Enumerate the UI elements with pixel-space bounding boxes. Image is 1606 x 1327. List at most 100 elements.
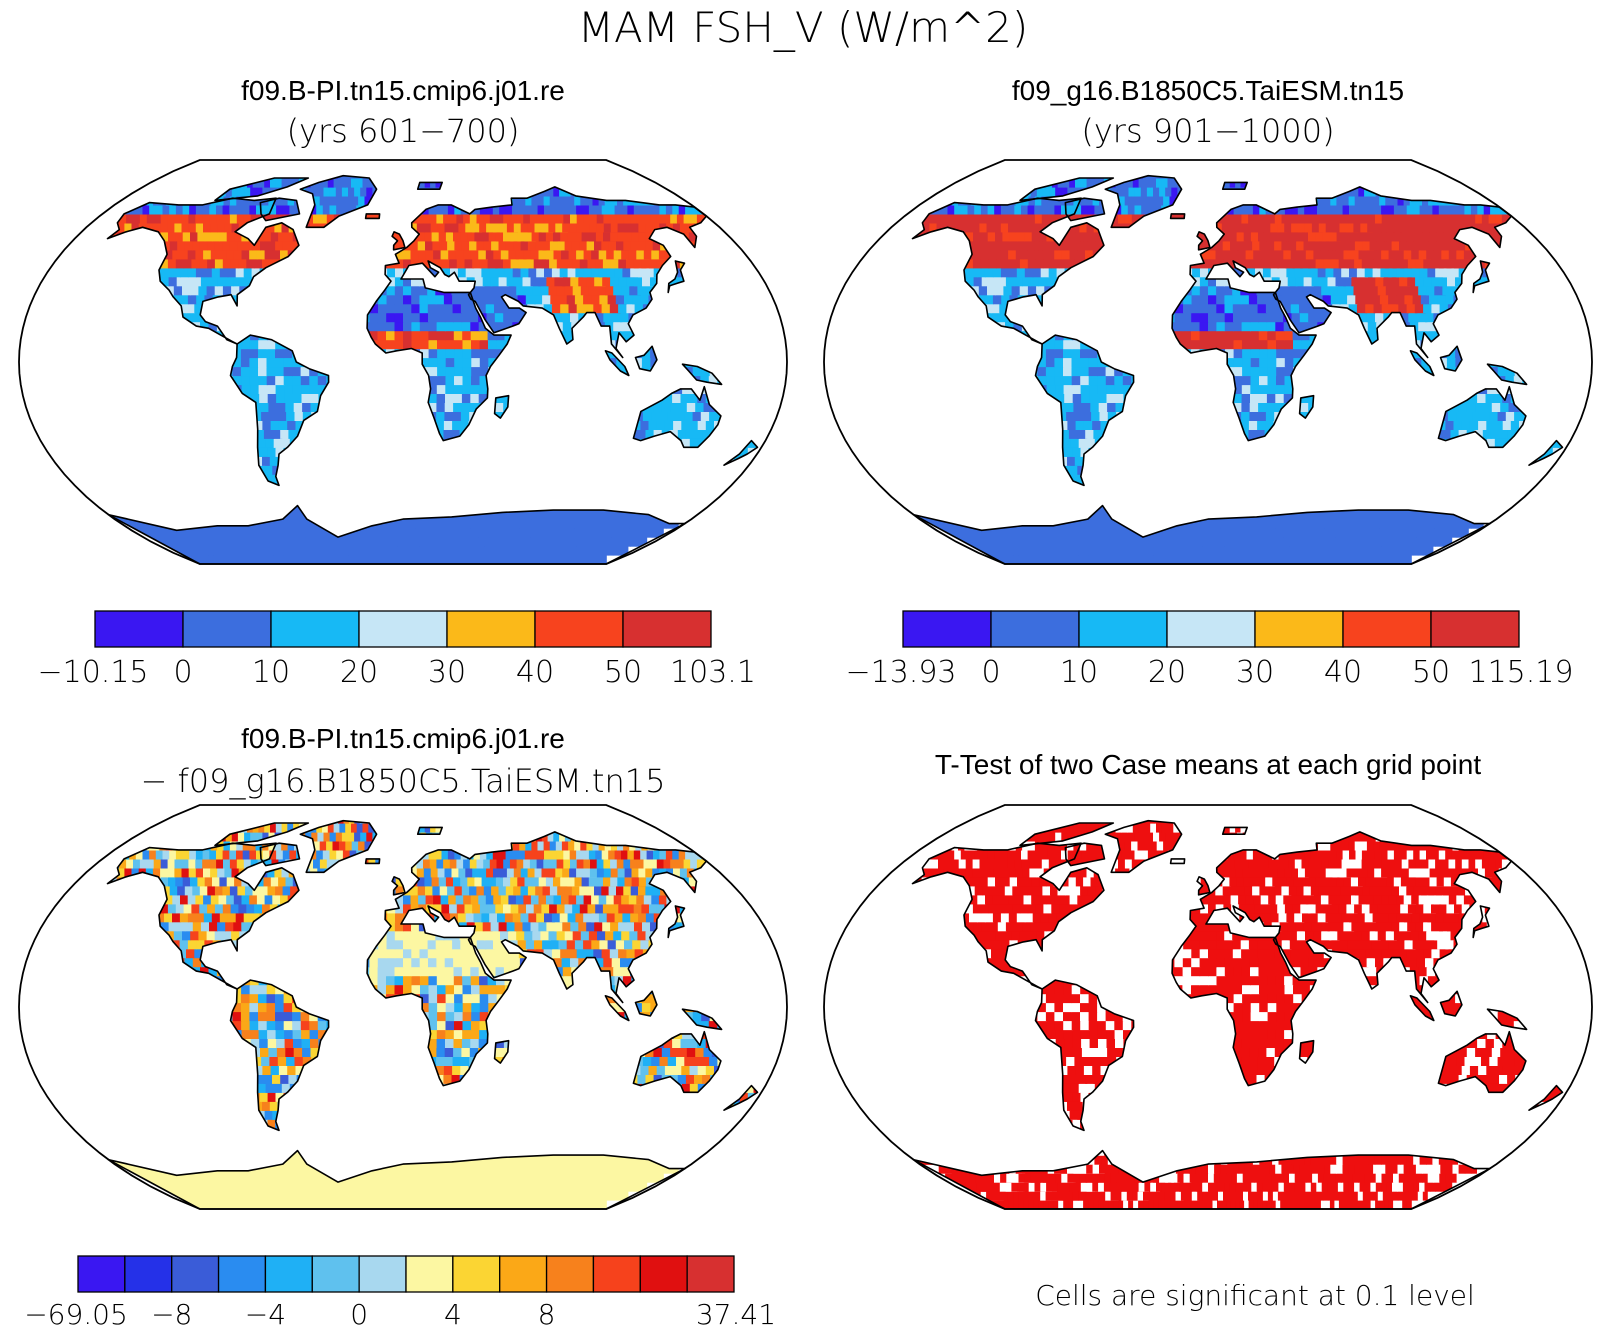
coastline-afroeurasia xyxy=(366,186,708,442)
coastline-iceland xyxy=(1169,213,1186,220)
coastline-madagascar xyxy=(1298,394,1315,419)
colorbar-label: 103.1 xyxy=(670,655,756,690)
colorbar-box xyxy=(545,1255,595,1293)
colorbar-label: 10 xyxy=(252,655,290,690)
coastline-greenland xyxy=(299,174,378,229)
coastline-iceland xyxy=(364,858,381,865)
coastline-southamerica xyxy=(1034,334,1135,487)
colorbar-label: 50 xyxy=(1412,655,1450,690)
coastline-newguinea xyxy=(681,363,723,386)
coastline-arcticislands xyxy=(1019,822,1115,847)
colorbar-label: 0 xyxy=(981,655,1000,690)
panel-case1-title: f09.B-PI.tn15.cmip6.j01.re xyxy=(241,75,565,106)
map-ttest xyxy=(823,804,1593,1210)
coastline-borneo xyxy=(1439,345,1463,372)
coastline-newguinea xyxy=(1486,363,1528,386)
colorbar-box xyxy=(217,1255,267,1293)
colorbar-box xyxy=(171,1255,220,1293)
coastline-northamerica xyxy=(911,197,1105,345)
colorbar-box xyxy=(1166,610,1256,648)
coastline-iceland xyxy=(1169,858,1186,865)
coastline-newzealand xyxy=(723,439,759,466)
coastline-australia xyxy=(1437,385,1527,449)
colorbar-label: 20 xyxy=(340,655,378,690)
colorbar-label: 40 xyxy=(1324,655,1362,690)
panel-difference: f09.B-PI.tn15.cmip6.j01.re − f09_g16.B18… xyxy=(18,723,788,1327)
colorbar-box xyxy=(686,1255,735,1293)
colorbar-label: 0 xyxy=(350,1298,368,1327)
coastline-greenland xyxy=(299,819,378,874)
coastline-svalbard xyxy=(416,826,443,835)
colorbar-box xyxy=(622,610,712,648)
coastline-australia xyxy=(632,385,722,449)
colorbar-case2: −13.93 0 10 20 30 40 50 115.19 xyxy=(845,610,1574,690)
coastline-newzealand xyxy=(1528,439,1564,466)
colorbar-box xyxy=(592,1255,641,1293)
panel-ttest-title: T-Test of two Case means at each grid po… xyxy=(935,749,1481,780)
colorbar-label: 4 xyxy=(444,1298,462,1327)
map-frame xyxy=(18,804,788,1210)
panel-ttest: T-Test of two Case means at each grid po… xyxy=(823,749,1593,1312)
coastline-japan xyxy=(1472,260,1491,294)
coastline-sumatra xyxy=(604,350,630,377)
colorbar-label: −13.93 xyxy=(845,655,956,690)
colorbar-label: 30 xyxy=(1236,655,1274,690)
colorbar-box xyxy=(358,610,448,648)
coastline-britain xyxy=(1196,231,1211,251)
colorbar-label: 20 xyxy=(1148,655,1186,690)
colorbar-label: 0 xyxy=(173,655,192,690)
coastline-britain xyxy=(391,876,406,896)
colorbar-box xyxy=(990,610,1080,648)
coastline-svalbard xyxy=(1221,181,1248,190)
colorbar-box xyxy=(94,610,184,648)
colorbar-label: 37.41 xyxy=(696,1298,776,1327)
map-frame xyxy=(823,804,1593,1210)
colorbar-box xyxy=(77,1255,126,1293)
figure-title: MAM FSH_V (W/m^2) xyxy=(578,3,1029,52)
map-case2 xyxy=(823,159,1593,565)
colorbar-box xyxy=(270,610,360,648)
coastline-madagascar xyxy=(493,394,510,419)
map-difference xyxy=(18,804,788,1210)
colorbar-box xyxy=(182,610,272,648)
colorbar-box xyxy=(124,1255,173,1293)
coastline-baffin xyxy=(259,197,301,222)
colorbar-box xyxy=(452,1255,501,1293)
colorbar-box xyxy=(1342,610,1432,648)
coastline-australia xyxy=(1437,1030,1527,1094)
coastline-afroeurasia xyxy=(1171,831,1513,1087)
coastline-baffin xyxy=(1064,842,1106,867)
coastline-svalbard xyxy=(416,181,443,190)
colorbar-box xyxy=(264,1255,313,1293)
colorbar-case1: −10.15 0 10 20 30 40 50 103.1 xyxy=(37,610,756,690)
coastline-newzealand xyxy=(1528,1084,1564,1111)
coastline-southamerica xyxy=(229,334,330,487)
coastline-svalbard xyxy=(1221,826,1248,835)
coastline-antarctica xyxy=(912,1149,1491,1210)
coastline-australia xyxy=(632,1030,722,1094)
coastline-arcticislands xyxy=(214,822,310,847)
colorbar-label: −10.15 xyxy=(37,655,148,690)
coastline-arcticislands xyxy=(1019,177,1115,202)
colorbar-label: 10 xyxy=(1060,655,1098,690)
coastlines xyxy=(106,819,759,1210)
coastlines xyxy=(911,174,1564,565)
coastline-iceland xyxy=(364,213,381,220)
colorbar-box xyxy=(311,1255,360,1293)
coastline-newguinea xyxy=(681,1008,723,1031)
coastline-antarctica xyxy=(107,504,686,565)
panel-ttest-footnote: Cells are significant at 0.1 level xyxy=(1035,1279,1475,1312)
map-case1 xyxy=(18,159,788,565)
panel-case2: f09_g16.B1850C5.TaiESM.tn15 (yrs 901−100… xyxy=(823,75,1593,690)
colorbar-label: 50 xyxy=(604,655,642,690)
colorbar-label: 115.19 xyxy=(1469,655,1574,690)
colorbar-box xyxy=(1430,610,1520,648)
colorbar-box xyxy=(902,610,992,648)
panel-case2-title: f09_g16.B1850C5.TaiESM.tn15 xyxy=(1012,75,1404,106)
coastline-southamerica xyxy=(229,979,330,1132)
coastline-borneo xyxy=(634,990,658,1017)
coastline-sumatra xyxy=(1409,995,1435,1022)
coastline-southamerica xyxy=(1034,979,1135,1132)
colorbar-label: −8 xyxy=(151,1298,192,1327)
coastline-greenland xyxy=(1104,174,1183,229)
